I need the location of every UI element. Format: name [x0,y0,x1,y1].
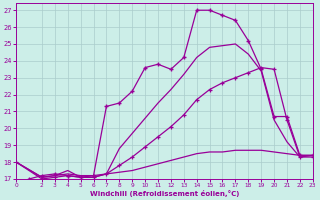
X-axis label: Windchill (Refroidissement éolien,°C): Windchill (Refroidissement éolien,°C) [90,190,239,197]
